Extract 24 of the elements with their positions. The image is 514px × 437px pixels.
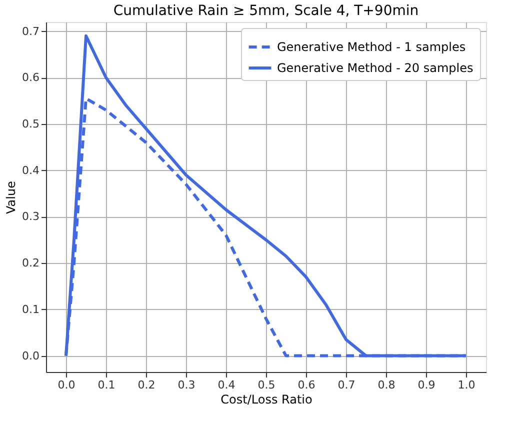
x-tick-label: 0.5 xyxy=(258,378,276,392)
chart-title: Cumulative Rain ≥ 5mm, Scale 4, T+90min xyxy=(113,3,419,19)
x-tick-label: 0.8 xyxy=(378,378,396,392)
y-tick-label: 0.6 xyxy=(22,71,40,84)
y-tick-label: 0.4 xyxy=(22,164,40,177)
x-axis-title: Cost/Loss Ratio xyxy=(220,392,312,406)
y-tick-label: 0.0 xyxy=(22,349,40,362)
x-tick-label: 0.9 xyxy=(418,378,436,392)
y-tick-label: 0.1 xyxy=(22,302,40,316)
y-tick-label: 0.2 xyxy=(22,256,40,270)
x-tick-label: 0.4 xyxy=(218,378,236,392)
legend-label: Generative Method - 20 samples xyxy=(277,61,474,75)
y-tick-label: 0.5 xyxy=(22,117,40,130)
x-tick-label: 1.0 xyxy=(458,378,476,392)
x-tick-label: 0.7 xyxy=(338,378,356,392)
y-tick-label: 0.7 xyxy=(22,24,40,38)
y-axis-title: Value xyxy=(4,181,18,214)
x-tick-label: 0.1 xyxy=(98,378,116,392)
x-tick-label: 0.6 xyxy=(298,378,316,392)
x-tick-label: 0.3 xyxy=(178,378,196,392)
legend-label: Generative Method - 1 samples xyxy=(277,40,466,54)
x-tick-label: 0.0 xyxy=(58,378,76,392)
y-tick-label: 0.3 xyxy=(22,210,40,224)
x-tick-label: 0.2 xyxy=(138,378,156,392)
